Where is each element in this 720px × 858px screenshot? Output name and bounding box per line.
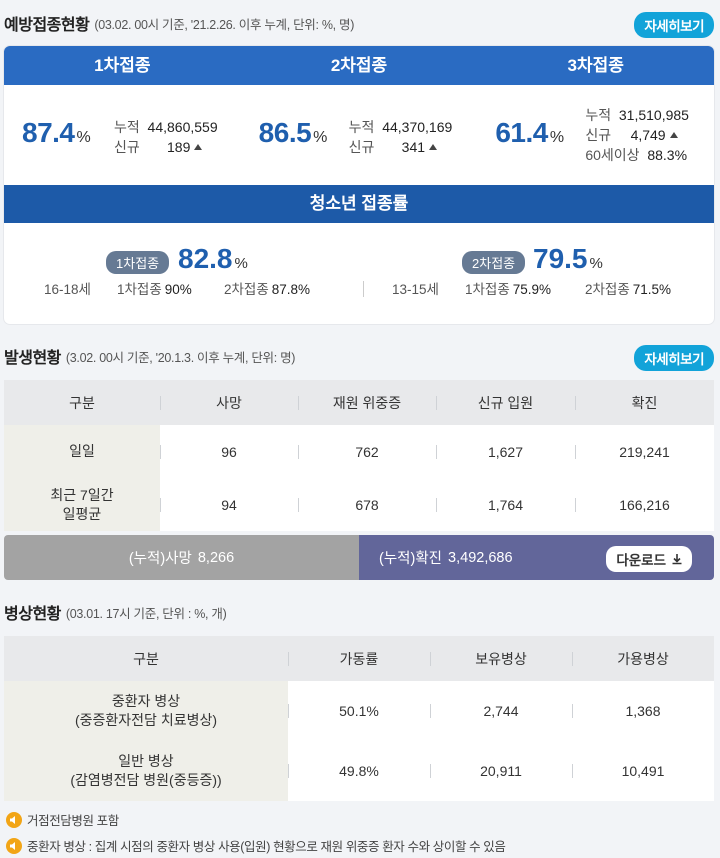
column-header: 재원 위중증: [298, 393, 436, 413]
increase-icon: [194, 144, 203, 151]
table-cell: 10,491: [572, 741, 714, 801]
table-row: 최근 7일간 일평균 94 678 1,764 166,216: [4, 478, 714, 531]
dose3-header: 3차접종: [567, 56, 624, 75]
youth2-dose1: 1차접종 75.9%: [465, 282, 552, 297]
column-header: 확진: [575, 393, 714, 413]
note-text: 중환자 병상 : 집계 시점의 중환자 병상 사용(입원) 현황으로 재원 위중…: [27, 840, 506, 854]
youth-rates: 1차접종 82.8% 16-18세 1차접종 90% 2차접종 87.8% 2차접종…: [4, 223, 714, 324]
table-cell: 678: [298, 478, 436, 531]
speaker-icon: [6, 811, 22, 828]
column-header: 구분: [133, 650, 159, 667]
dose2-new: 신규 341: [349, 137, 438, 157]
row-label: 일반 병상 (감염병전담 병원(중등증)): [4, 741, 288, 801]
download-label: 다운로드: [616, 553, 666, 568]
dose1-cumulative: 누적 44,860,559: [114, 119, 218, 135]
youth2-rate: 79.5%: [533, 243, 603, 274]
vaccine-card: 1차접종 2차접종 3차접종 87.4% 누적 44,860,559 신규 18…: [4, 46, 714, 324]
table-cell: 219,241: [575, 425, 714, 478]
dose1-cell: 87.4% 누적 44,860,559 신규 189: [4, 85, 241, 185]
youth1-age: 16-18세: [44, 282, 91, 297]
column-header: 가용병상: [572, 649, 714, 669]
youth2-age: 13-15세: [392, 282, 439, 297]
youth1-badge: 1차접종: [106, 251, 170, 274]
beds-subtitle: (03.01. 17시 기준, 단위 : %, 개): [65, 606, 227, 621]
dose3-cell: 61.4% 누적 31,510,985 신규 4,749 60세이상 88.3%: [477, 85, 714, 185]
dose2-rate: 86.5%: [258, 117, 328, 148]
dose2-header: 2차접종: [330, 56, 388, 75]
table-cell: 1,627: [436, 425, 575, 478]
outbreak-section-header: 발생현황 (3.02. 00시 기준, '20.1.3. 이후 누계, 단위: …: [4, 341, 714, 371]
column-header: 보유병상: [430, 649, 572, 669]
outbreak-table: 구분 사망 재원 위중증 신규 입원 확진 일일 96 762 1,627 21…: [4, 380, 714, 531]
table-cell: 49.8%: [288, 741, 430, 801]
note-item: 거점전담병원 포함: [6, 810, 119, 829]
cumulative-confirmed-label: (누적)확진: [379, 551, 443, 567]
outbreak-title: 발생현황: [4, 350, 61, 367]
dose3-senior: 60세이상 88.3%: [585, 147, 688, 163]
table-header: 구분 가동률 보유병상 가용병상: [4, 636, 714, 681]
vaccine-more-button[interactable]: 자세히보기: [634, 12, 714, 38]
column-header: 신규 입원: [436, 393, 575, 413]
cumulative-confirmed: (누적)확진 3,492,686 다운로드: [359, 535, 714, 580]
youth2-dose2: 2차접종 71.5%: [585, 282, 672, 297]
table-cell: 50.1%: [288, 681, 430, 741]
dose2-cumulative: 누적 44,370,169: [348, 119, 453, 135]
vaccine-section-header: 예방접종현황 (03.02. 00시 기준, '21.2.26. 이후 누계, …: [4, 8, 714, 38]
cumulative-deaths: (누적)사망 8,266: [4, 535, 359, 580]
table-row: 일일 96 762 1,627 219,241: [4, 425, 714, 478]
table-header: 구분 사망 재원 위중증 신규 입원 확진: [4, 380, 714, 425]
dose3-new: 신규 4,749: [585, 125, 678, 145]
youth1-dose1: 1차접종 90%: [117, 282, 192, 297]
dose3-cumulative: 누적 31,510,985: [585, 107, 689, 123]
row-label: 일일: [4, 425, 160, 478]
table-row: 일반 병상 (감염병전담 병원(중등증)) 49.8% 20,911 10,49…: [4, 741, 714, 801]
cumulative-deaths-label: (누적)사망: [128, 551, 192, 567]
download-button[interactable]: 다운로드: [606, 546, 692, 572]
speaker-icon: [6, 837, 22, 854]
vaccine-subtitle: (03.02. 00시 기준, '21.2.26. 이후 누계, 단위: %, …: [94, 17, 355, 32]
table-cell: 20,911: [430, 741, 572, 801]
table-cell: 166,216: [575, 478, 714, 531]
beds-title: 병상현황: [4, 606, 61, 623]
column-header: 구분: [69, 394, 95, 411]
vaccine-dose-values: 87.4% 누적 44,860,559 신규 189 86.5% 누적 44,3…: [4, 85, 714, 185]
youth1-dose2: 2차접종 87.8%: [224, 282, 311, 297]
dose1-rate: 87.4%: [22, 117, 91, 148]
table-cell: 1,764: [436, 478, 575, 531]
dose1-new: 신규 189: [114, 137, 203, 157]
note-item: 중환자 병상 : 집계 시점의 중환자 병상 사용(입원) 현황으로 재원 위중…: [6, 836, 506, 855]
outbreak-more-button[interactable]: 자세히보기: [634, 345, 714, 371]
youth2-badge: 2차접종: [462, 251, 526, 274]
youth1-rate: 82.8%: [178, 243, 248, 274]
table-cell: 1,368: [572, 681, 714, 741]
table-cell: 96: [160, 425, 298, 478]
table-cell: 762: [298, 425, 436, 478]
row-label: 중환자 병상 (중증환자전담 치료병상): [4, 681, 288, 741]
row-label: 최근 7일간 일평균: [4, 478, 160, 531]
table-row: 중환자 병상 (중증환자전담 치료병상) 50.1% 2,744 1,368: [4, 681, 714, 741]
cumulative-bar: (누적)사망 8,266 (누적)확진 3,492,686 다운로드: [4, 535, 714, 580]
column-header: 사망: [160, 393, 298, 413]
download-icon: [672, 554, 682, 565]
increase-icon: [669, 132, 678, 139]
dose3-rate: 61.4%: [495, 117, 564, 148]
youth-divider: [363, 281, 364, 297]
cumulative-confirmed-value: 3,492,686: [448, 549, 513, 566]
table-cell: 2,744: [430, 681, 572, 741]
outbreak-subtitle: (3.02. 00시 기준, '20.1.3. 이후 누계, 단위: 명): [65, 350, 296, 365]
beds-section-header: 병상현황 (03.01. 17시 기준, 단위 : %, 개): [4, 597, 714, 627]
column-header: 가동률: [288, 649, 430, 669]
increase-icon: [429, 144, 438, 151]
dose1-header: 1차접종: [94, 56, 151, 75]
cumulative-deaths-value: 8,266: [197, 549, 235, 566]
youth-header: 청소년 접종률: [4, 185, 714, 223]
vaccine-dose-headers: 1차접종 2차접종 3차접종: [4, 46, 714, 85]
note-text: 거점전담병원 포함: [27, 814, 119, 828]
vaccine-title: 예방접종현황: [4, 17, 90, 34]
beds-table: 구분 가동률 보유병상 가용병상 중환자 병상 (중증환자전담 치료병상) 50…: [4, 636, 714, 801]
dose2-cell: 86.5% 누적 44,370,169 신규 341: [241, 85, 478, 185]
table-cell: 94: [160, 478, 298, 531]
